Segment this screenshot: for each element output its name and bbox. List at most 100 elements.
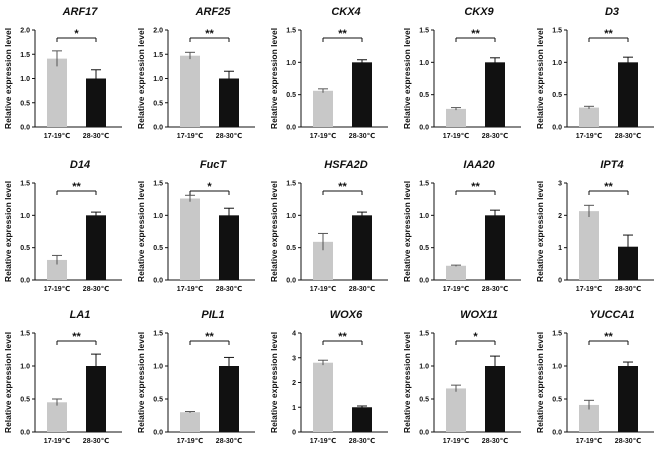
chart-yucca1: YUCCA1 Relative expression level 0.0 0.5 1.0… [535,309,654,445]
chart-title: IPT4 [600,159,623,171]
x-tick-label: 28-30℃ [615,437,641,445]
y-tick-label: 1.0 [552,60,562,67]
chart-title: D14 [70,159,90,171]
x-tick-label: 17-19℃ [310,285,336,293]
y-tick-label: 1.5 [153,331,163,338]
y-axis-label: Relative expression level [269,28,279,129]
y-tick-label: 1.0 [20,364,30,371]
chart-hsfa2d: HSFA2D Relative expression level 0.0 0.5 1.0… [269,159,388,293]
y-tick-label: 0.0 [552,430,562,437]
bar-low-temp [180,55,200,127]
y-tick-label: 1.0 [286,213,296,220]
y-tick-label: 1.5 [419,28,429,35]
chart-title: ARF17 [62,6,99,18]
bar-high-temp [86,366,106,432]
chart-d14: D14 Relative expression level 0.0 0.5 1.0 1.5… [3,159,122,293]
x-tick-label: 28-30℃ [482,437,508,445]
y-tick-label: 1.5 [20,181,30,188]
x-tick-label: 17-19℃ [177,437,203,445]
x-tick-label: 17-19℃ [44,132,70,140]
y-axis-label: Relative expression level [3,332,13,433]
chart-wox6: WOX6 Relative expression level 0 1 2 3 4 17-19℃… [269,309,388,445]
significance-marker: ** [604,181,613,193]
bar-high-temp [485,62,505,128]
chart-pil1: PIL1 Relative expression level 0.0 0.5 1.0 1.… [136,309,255,445]
y-tick-label: 1.5 [552,331,562,338]
y-tick-label: 0 [558,278,562,285]
bar-low-temp [47,259,67,280]
bar-low-temp [313,90,333,127]
significance-marker: ** [338,331,347,343]
y-axis-label: Relative expression level [269,181,279,282]
chart-wox11: WOX11 Relative expression level 0.0 0.5 1.0 1… [402,309,521,445]
y-tick-label: 1.5 [419,331,429,338]
significance-marker: ** [72,331,81,343]
y-tick-label: 0.5 [153,100,163,107]
y-tick-label: 0.5 [20,397,30,404]
x-tick-label: 17-19℃ [310,437,336,445]
bar-low-temp [446,388,466,432]
y-tick-label: 0.5 [20,245,30,252]
y-tick-label: 1.0 [419,60,429,67]
x-tick-label: 17-19℃ [44,437,70,445]
y-tick-label: 1.5 [20,52,30,59]
bar-low-temp [579,404,599,432]
y-tick-label: 3 [558,181,562,188]
significance-marker: ** [338,28,347,40]
y-tick-label: 0 [292,430,296,437]
x-tick-label: 28-30℃ [349,132,375,140]
y-tick-label: 1.5 [153,181,163,188]
chart-ipt4: IPT4 Relative expression level 0 1 2 3 17-19℃ 2… [535,159,654,293]
bar-high-temp [86,78,106,127]
y-tick-label: 0.0 [286,125,296,132]
x-tick-label: 28-30℃ [83,285,109,293]
chart-title: FucT [200,159,228,171]
chart-d3: D3 Relative expression level 0.0 0.5 1.0 1.5 1… [535,6,654,140]
bar-high-temp [219,366,239,432]
significance-marker: ** [471,28,480,40]
chart-title: ARF25 [195,6,232,18]
y-tick-label: 1.5 [153,52,163,59]
y-tick-label: 2 [558,213,562,220]
bar-low-temp [180,198,200,280]
y-tick-label: 0.5 [419,245,429,252]
bar-low-temp [313,362,333,432]
bar-low-temp [180,412,200,432]
chart-ckx9: CKX9 Relative expression level 0.0 0.5 1.0 1.… [402,6,521,140]
chart-title: CKX4 [331,6,360,18]
chart-title: CKX9 [464,6,494,18]
y-tick-label: 0.5 [552,397,562,404]
y-tick-label: 0.5 [419,397,429,404]
chart-iaa20: IAA20 Relative expression level 0.0 0.5 1.0 1… [402,159,521,293]
y-tick-label: 0.5 [286,245,296,252]
y-axis-label: Relative expression level [3,28,13,129]
y-tick-label: 1 [558,245,562,252]
bar-high-temp [618,62,638,128]
y-tick-label: 1.5 [419,181,429,188]
significance-marker: ** [205,28,214,40]
chart-arf17: ARF17 Relative expression level 0.0 0.5 1.0 1… [3,6,122,140]
x-tick-label: 28-30℃ [83,437,109,445]
y-tick-label: 1.5 [552,28,562,35]
y-tick-label: 0.5 [419,92,429,99]
y-tick-label: 1.5 [20,331,30,338]
bar-high-temp [219,78,239,127]
y-tick-label: 0.0 [419,125,429,132]
y-axis-label: Relative expression level [402,181,412,282]
bar-low-temp [47,402,67,432]
bar-high-temp [352,62,372,128]
y-tick-label: 0.0 [419,278,429,285]
y-tick-label: 1 [292,405,296,412]
bar-high-temp [618,366,638,432]
y-axis-label: Relative expression level [269,332,279,433]
chart-arf25: ARF25 Relative expression level 0.0 0.5 1.0 1… [136,6,255,140]
y-tick-label: 1.0 [153,76,163,83]
y-tick-label: 0.5 [20,100,30,107]
y-axis-label: Relative expression level [535,332,545,433]
chart-title: IAA20 [463,159,495,171]
y-axis-label: Relative expression level [136,181,146,282]
y-tick-label: 1.0 [153,364,163,371]
x-tick-label: 17-19℃ [177,285,203,293]
y-axis-label: Relative expression level [535,28,545,129]
